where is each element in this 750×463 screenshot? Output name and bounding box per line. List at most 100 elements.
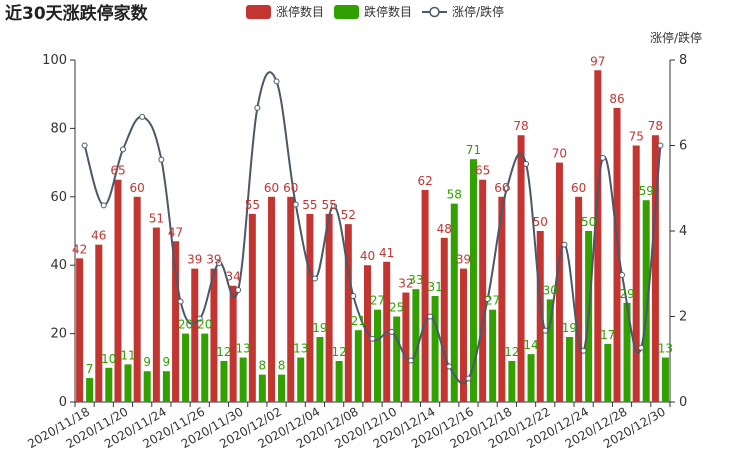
data-label-limit-down: 13 (658, 342, 673, 356)
right-axis-name: 涨停/跌停 (650, 30, 702, 45)
data-label-limit-down: 21 (351, 314, 366, 328)
data-label-limit-up: 60 (130, 181, 145, 195)
chart-title: 近30天涨跌停家数 (5, 3, 149, 24)
ratio-point (465, 375, 472, 382)
ratio-point (599, 154, 606, 161)
left-axis-tick-label: 40 (50, 258, 67, 273)
ratio-point (177, 298, 184, 305)
legend-label-limit-down: 跌停数目 (364, 4, 412, 19)
bar-limit-down (143, 371, 151, 402)
data-label-limit-down: 8 (259, 359, 267, 373)
bar-limit-up (594, 70, 602, 402)
data-label-limit-down: 27 (485, 294, 500, 308)
bar-limit-up (95, 244, 103, 402)
data-label-limit-down: 9 (143, 355, 151, 369)
bar-limit-down (393, 316, 401, 402)
data-label-limit-up: 34 (226, 270, 241, 284)
data-label-limit-down: 9 (163, 355, 171, 369)
legend[interactable]: 涨停数目 跌停数目 涨停/跌停 (246, 4, 504, 19)
data-label-limit-up: 75 (629, 130, 644, 144)
ratio-point (407, 357, 414, 364)
legend-item-ratio[interactable]: 涨停/跌停 (422, 4, 504, 19)
right-axis-tick-label: 2 (679, 310, 687, 325)
bar-limit-up (248, 213, 256, 402)
data-label-limit-down: 29 (619, 287, 634, 301)
bar-limit-down (124, 364, 132, 402)
legend-item-limit-down[interactable]: 跌停数目 (334, 4, 412, 19)
data-label-limit-down: 12 (216, 345, 231, 359)
bar-limit-down (546, 299, 554, 402)
data-label-limit-up: 60 (494, 181, 509, 195)
data-label-limit-up: 65 (475, 164, 490, 178)
data-label-limit-down: 33 (408, 273, 423, 287)
bar-limit-down (642, 200, 650, 402)
ratio-point (427, 313, 434, 320)
ratio-point (580, 347, 587, 354)
data-label-limit-up: 41 (379, 246, 394, 260)
bar-limit-down (527, 354, 535, 402)
bar-limit-down (239, 357, 247, 402)
right-axis-tick-label: 8 (679, 53, 687, 68)
bar-limit-up (575, 196, 583, 402)
ratio-point (139, 113, 146, 120)
ratio-line (81, 71, 664, 385)
bar-limit-up (440, 237, 448, 402)
ratio-point (119, 146, 126, 153)
data-label-limit-up: 55 (245, 198, 260, 212)
right-axis-tick-label: 6 (679, 139, 687, 154)
legend-label-ratio: 涨停/跌停 (452, 4, 504, 19)
data-label-limit-up: 65 (110, 164, 125, 178)
data-label-limit-down: 20 (178, 318, 193, 332)
data-label-limit-down: 71 (466, 143, 481, 157)
bar-limit-up (268, 196, 276, 402)
data-label-limit-up: 60 (283, 181, 298, 195)
ratio-point (292, 201, 299, 208)
data-label-limit-down: 12 (504, 345, 519, 359)
data-label-limit-up: 78 (648, 119, 663, 133)
data-label-limit-up: 39 (187, 253, 202, 267)
data-label-limit-up: 42 (72, 242, 87, 256)
bar-limit-up (76, 258, 84, 402)
ratio-point (657, 142, 664, 149)
bar-limit-up (402, 292, 410, 402)
data-label-limit-down: 58 (447, 188, 462, 202)
ratio-point (215, 260, 222, 267)
bar-limit-up (479, 179, 487, 402)
left-axis-tick-label: 80 (50, 121, 67, 136)
bar-limit-down (374, 309, 381, 402)
bar-limit-up (287, 196, 295, 402)
bar-limit-down (201, 333, 209, 402)
legend-item-limit-up[interactable]: 涨停数目 (246, 4, 324, 19)
data-label-limit-up: 47 (168, 225, 183, 239)
bar-limit-down (316, 337, 324, 402)
bar-limit-down (335, 360, 343, 402)
bar-limit-up (421, 189, 429, 402)
data-label-limit-down: 59 (639, 184, 654, 198)
ratio-point (503, 185, 510, 192)
bar-limit-up (229, 285, 237, 402)
left-axis-tick-label: 100 (42, 53, 67, 68)
ratio-point (542, 327, 549, 334)
bar-limit-down (565, 337, 573, 402)
ratio-point (446, 363, 453, 370)
bar-limit-up (172, 241, 180, 402)
data-labels: 4274610651160951947203920391234135586086… (72, 54, 673, 376)
ratio-point (273, 78, 280, 85)
data-label-limit-down: 10 (101, 352, 116, 366)
bar-limit-down (489, 309, 497, 402)
ratio-point (331, 203, 338, 210)
bar-limit-down (354, 330, 362, 402)
data-label-limit-down: 7 (86, 362, 94, 376)
data-label-limit-up: 39 (456, 253, 471, 267)
ratio-point (100, 202, 107, 209)
ratio-point (523, 160, 530, 167)
bar-limit-down (278, 374, 286, 402)
data-label-limit-up: 97 (590, 54, 605, 68)
ratio-point (254, 104, 261, 111)
bar-limit-down (604, 343, 612, 402)
bar-limit-down (220, 360, 228, 402)
legend-label-limit-up: 涨停数目 (276, 4, 324, 19)
right-axis-tick-label: 0 (679, 395, 687, 410)
data-label-limit-up: 52 (341, 208, 356, 222)
